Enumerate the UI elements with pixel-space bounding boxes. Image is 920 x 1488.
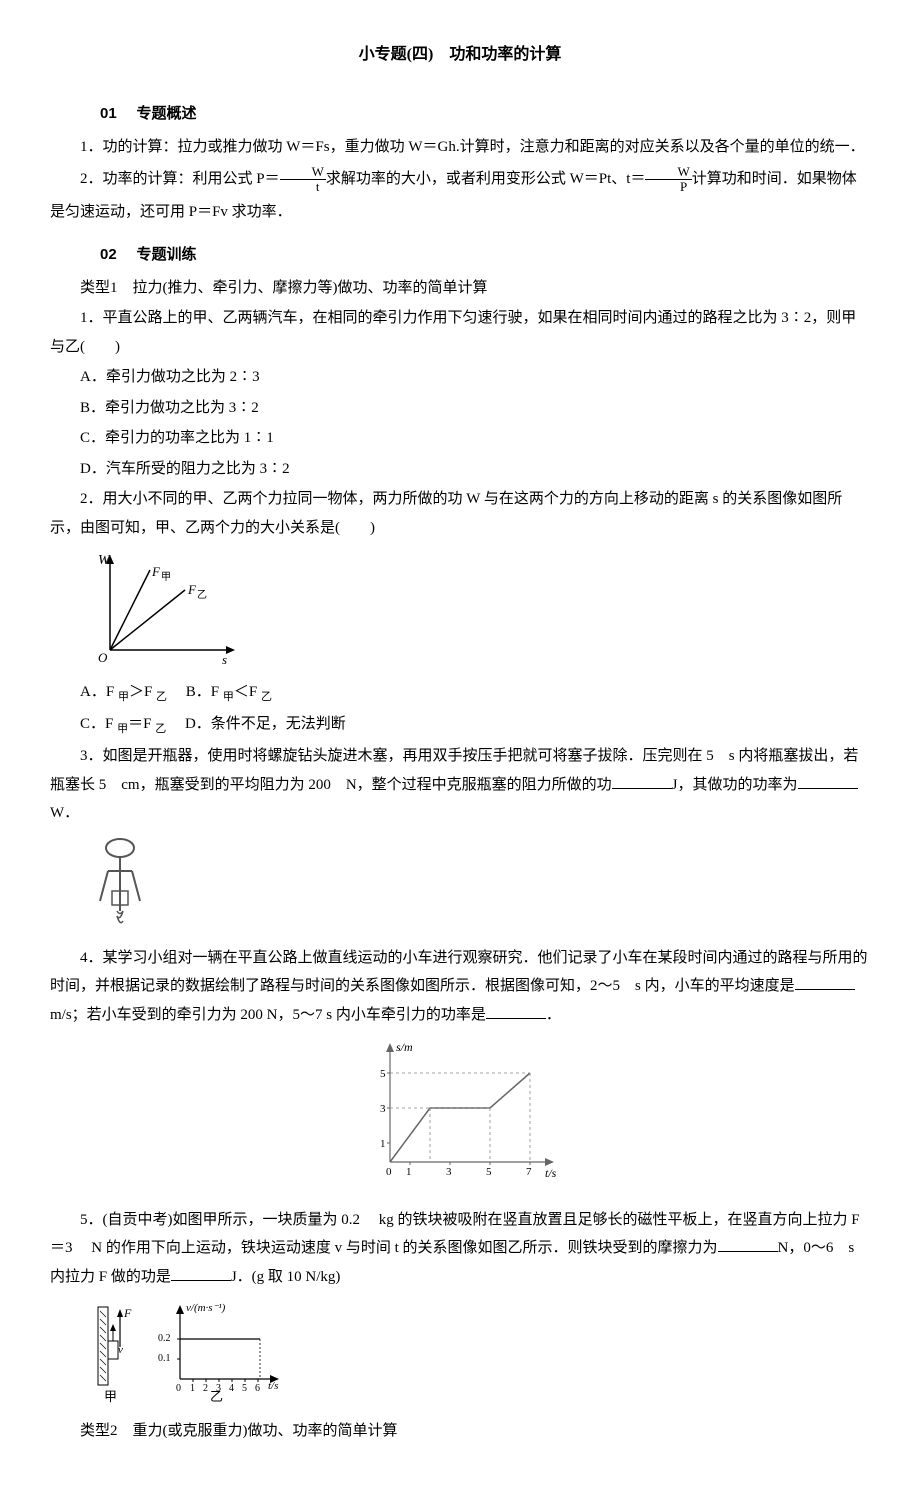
svg-text:6: 6: [255, 1383, 260, 1394]
section-01-label: 专题概述: [136, 106, 196, 122]
svg-text:0: 0: [176, 1383, 181, 1394]
q3-blank2: [798, 774, 858, 789]
q2-fyi-sub: 乙: [197, 589, 207, 601]
type2-label: 类型2 重力(或克服重力)做功、功率的简单计算: [50, 1417, 870, 1446]
section-02-header: 02 专题训练: [50, 241, 870, 270]
q2-option-ab: A．F 甲＞F 乙 B．F 甲＜F 乙: [50, 678, 870, 708]
q5-y01: 0.1: [158, 1353, 171, 1364]
q2-s-label: s: [222, 652, 227, 667]
svg-text:5: 5: [242, 1383, 247, 1394]
q4-y3: 3: [380, 1103, 386, 1115]
q2-figure: W F 甲 F 乙 O s: [90, 550, 870, 670]
q5-v-label: v: [118, 1344, 123, 1356]
q2-o-label: O: [98, 650, 108, 665]
svg-text:4: 4: [229, 1383, 234, 1394]
q3-stem: 3．如图是开瓶器，使用时将螺旋钻头旋进木塞，再用双手按压手把就可将塞子拔除．压完…: [50, 742, 870, 828]
q2-fjia-label: F: [151, 564, 161, 579]
q5-F-label: F: [123, 1306, 132, 1320]
overview-p2: 2．功率的计算：利用公式 P＝Wt求解功率的大小，或者利用变形公式 W＝Pt、t…: [50, 163, 870, 229]
q2-fjia-sub: 甲: [161, 572, 171, 583]
svg-text:1: 1: [190, 1383, 195, 1394]
q5-blank1: [718, 1237, 778, 1252]
section-01-num: 01: [100, 105, 117, 122]
q2-option-cd: C．F 甲＝F 乙 D．条件不足，无法判断: [50, 710, 870, 740]
type1-label: 类型1 拉力(推力、牵引力、摩擦力等)做功、功率的简单计算: [50, 274, 870, 303]
q4-xlabel: t/s: [545, 1166, 557, 1180]
q4-x3: 3: [446, 1166, 452, 1178]
q4-figure: s/m t/s 1 3 5 0 1 3 5 7: [50, 1037, 870, 1198]
q4-y1: 1: [380, 1138, 386, 1150]
q4-x0: 0: [386, 1166, 392, 1178]
q4-ylabel: s/m: [396, 1040, 413, 1054]
svg-text:2: 2: [203, 1383, 208, 1394]
q5-y02: 0.2: [158, 1333, 171, 1344]
q1-option-a: A．牵引力做功之比为 2∶3: [50, 363, 870, 392]
section-02-num: 02: [100, 246, 117, 263]
q2-stem: 2．用大小不同的甲、乙两个力拉同一物体，两力所做的功 W 与在这两个力的方向上移…: [50, 485, 870, 542]
q4-x1: 1: [406, 1166, 412, 1178]
q3-figure: [90, 836, 870, 936]
q5-xlabel: t/s: [268, 1380, 278, 1392]
q1-option-d: D．汽车所受的阻力之比为 3∶2: [50, 455, 870, 484]
q4-blank2: [486, 1004, 546, 1019]
section-02-label: 专题训练: [136, 247, 196, 263]
q4-y5: 5: [380, 1068, 386, 1080]
q1-stem: 1．平直公路上的甲、乙两辆汽车，在相同的牵引力作用下匀速行驶，如果在相同时间内通…: [50, 304, 870, 361]
q2-w-label: W: [98, 553, 111, 568]
q4-x7: 7: [526, 1166, 532, 1178]
q3-blank1: [612, 774, 672, 789]
q5-figure: F v 甲 v/(m·s⁻¹) 0.2 0.1 0 1 2 3 4 5 6 t/…: [90, 1299, 870, 1409]
section-01-header: 01 专题概述: [50, 100, 870, 129]
q5-blank2: [171, 1266, 231, 1281]
q5-stem: 5．(自贡中考)如图甲所示，一块质量为 0.2 kg 的铁块被吸附在竖直放置且足…: [50, 1206, 870, 1292]
q5-ylabel: v/(m·s⁻¹): [186, 1302, 226, 1314]
q2-fyi-label: F: [187, 582, 197, 597]
q1-option-b: B．牵引力做功之比为 3∶2: [50, 394, 870, 423]
q1-option-c: C．牵引力的功率之比为 1∶1: [50, 424, 870, 453]
document-title: 小专题(四) 功和功率的计算: [50, 40, 870, 70]
fraction-wt: Wt: [280, 165, 326, 195]
overview-p1: 1．功的计算：拉力或推力做功 W＝Fs，重力做功 W＝Gh.计算时，注意力和距离…: [50, 133, 870, 162]
q4-x5: 5: [486, 1166, 492, 1178]
q5-jia-label: 甲: [104, 1389, 117, 1404]
q4-blank1: [795, 975, 855, 990]
fraction-wp: WP: [645, 165, 691, 195]
q4-stem: 4．某学习小组对一辆在平直公路上做直线运动的小车进行观察研究．他们记录了小车在某…: [50, 944, 870, 1030]
q5-yi-label: 乙: [210, 1389, 223, 1404]
